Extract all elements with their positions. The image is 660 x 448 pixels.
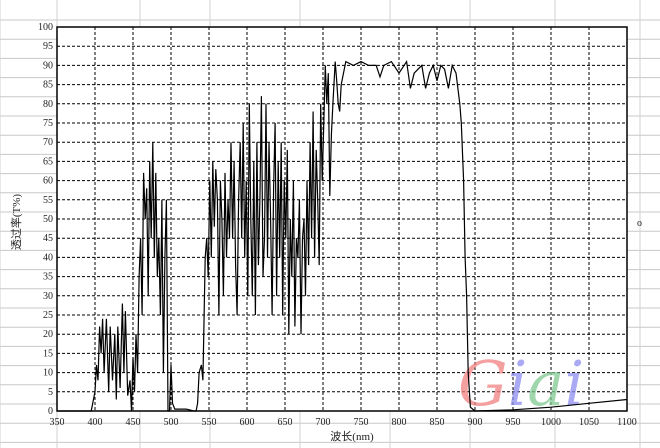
y-tick-label: 100 <box>38 22 53 33</box>
y-tick-label: 75 <box>43 118 53 129</box>
y-tick-label: 35 <box>43 272 53 283</box>
y-tick-label: 10 <box>43 368 53 379</box>
x-tick-label: 1050 <box>579 417 599 428</box>
x-tick-label: 400 <box>88 417 103 428</box>
x-tick-label: 800 <box>392 417 407 428</box>
x-tick-label: 750 <box>354 417 369 428</box>
x-tick-label: 450 <box>126 417 141 428</box>
y-tick-label: 30 <box>43 291 53 302</box>
watermark-letter: i <box>508 347 528 420</box>
x-tick-label: 850 <box>430 417 445 428</box>
x-tick-label: 350 <box>50 417 65 428</box>
x-axis-label: 波长(nm) <box>330 430 374 443</box>
y-tick-label: 45 <box>43 233 53 244</box>
y-tick-label: 40 <box>43 252 53 263</box>
watermark-letter: a <box>527 347 564 420</box>
x-tick-label: 1000 <box>541 417 561 428</box>
y-tick-label: 0 <box>48 406 53 417</box>
y-tick-label: 80 <box>43 99 53 110</box>
y-tick-label: 95 <box>43 41 53 52</box>
x-tick-label: 700 <box>316 417 331 428</box>
y-tick-label: 55 <box>43 195 53 206</box>
x-tick-label: 600 <box>240 417 255 428</box>
y-tick-label: 90 <box>43 60 53 71</box>
y-tick-label: 60 <box>43 176 53 187</box>
watermark-letter: G <box>458 347 508 420</box>
x-tick-label: 950 <box>506 417 521 428</box>
y-tick-label: 25 <box>43 310 53 321</box>
y-tick-label: 50 <box>43 214 53 225</box>
x-tick-label: 550 <box>202 417 217 428</box>
watermark-letter: i <box>564 347 584 420</box>
y-tick-label: 5 <box>48 387 53 398</box>
x-tick-label: 650 <box>278 417 293 428</box>
y-tick-label: 15 <box>43 348 53 359</box>
right-marker: o <box>637 218 642 229</box>
y-tick-label: 85 <box>43 80 53 91</box>
y-tick-label: 70 <box>43 137 53 148</box>
watermark-logo: Giai <box>458 347 584 420</box>
x-tick-label: 900 <box>468 417 483 428</box>
y-axis-label: 透过率(T%) <box>9 194 23 251</box>
spectrum-line <box>57 59 628 412</box>
x-tick-label: 500 <box>164 417 179 428</box>
y-tick-label: 20 <box>43 329 53 340</box>
y-tick-label: 65 <box>43 156 53 167</box>
x-tick-label: 1100 <box>617 417 637 428</box>
plot-frame <box>56 26 628 412</box>
